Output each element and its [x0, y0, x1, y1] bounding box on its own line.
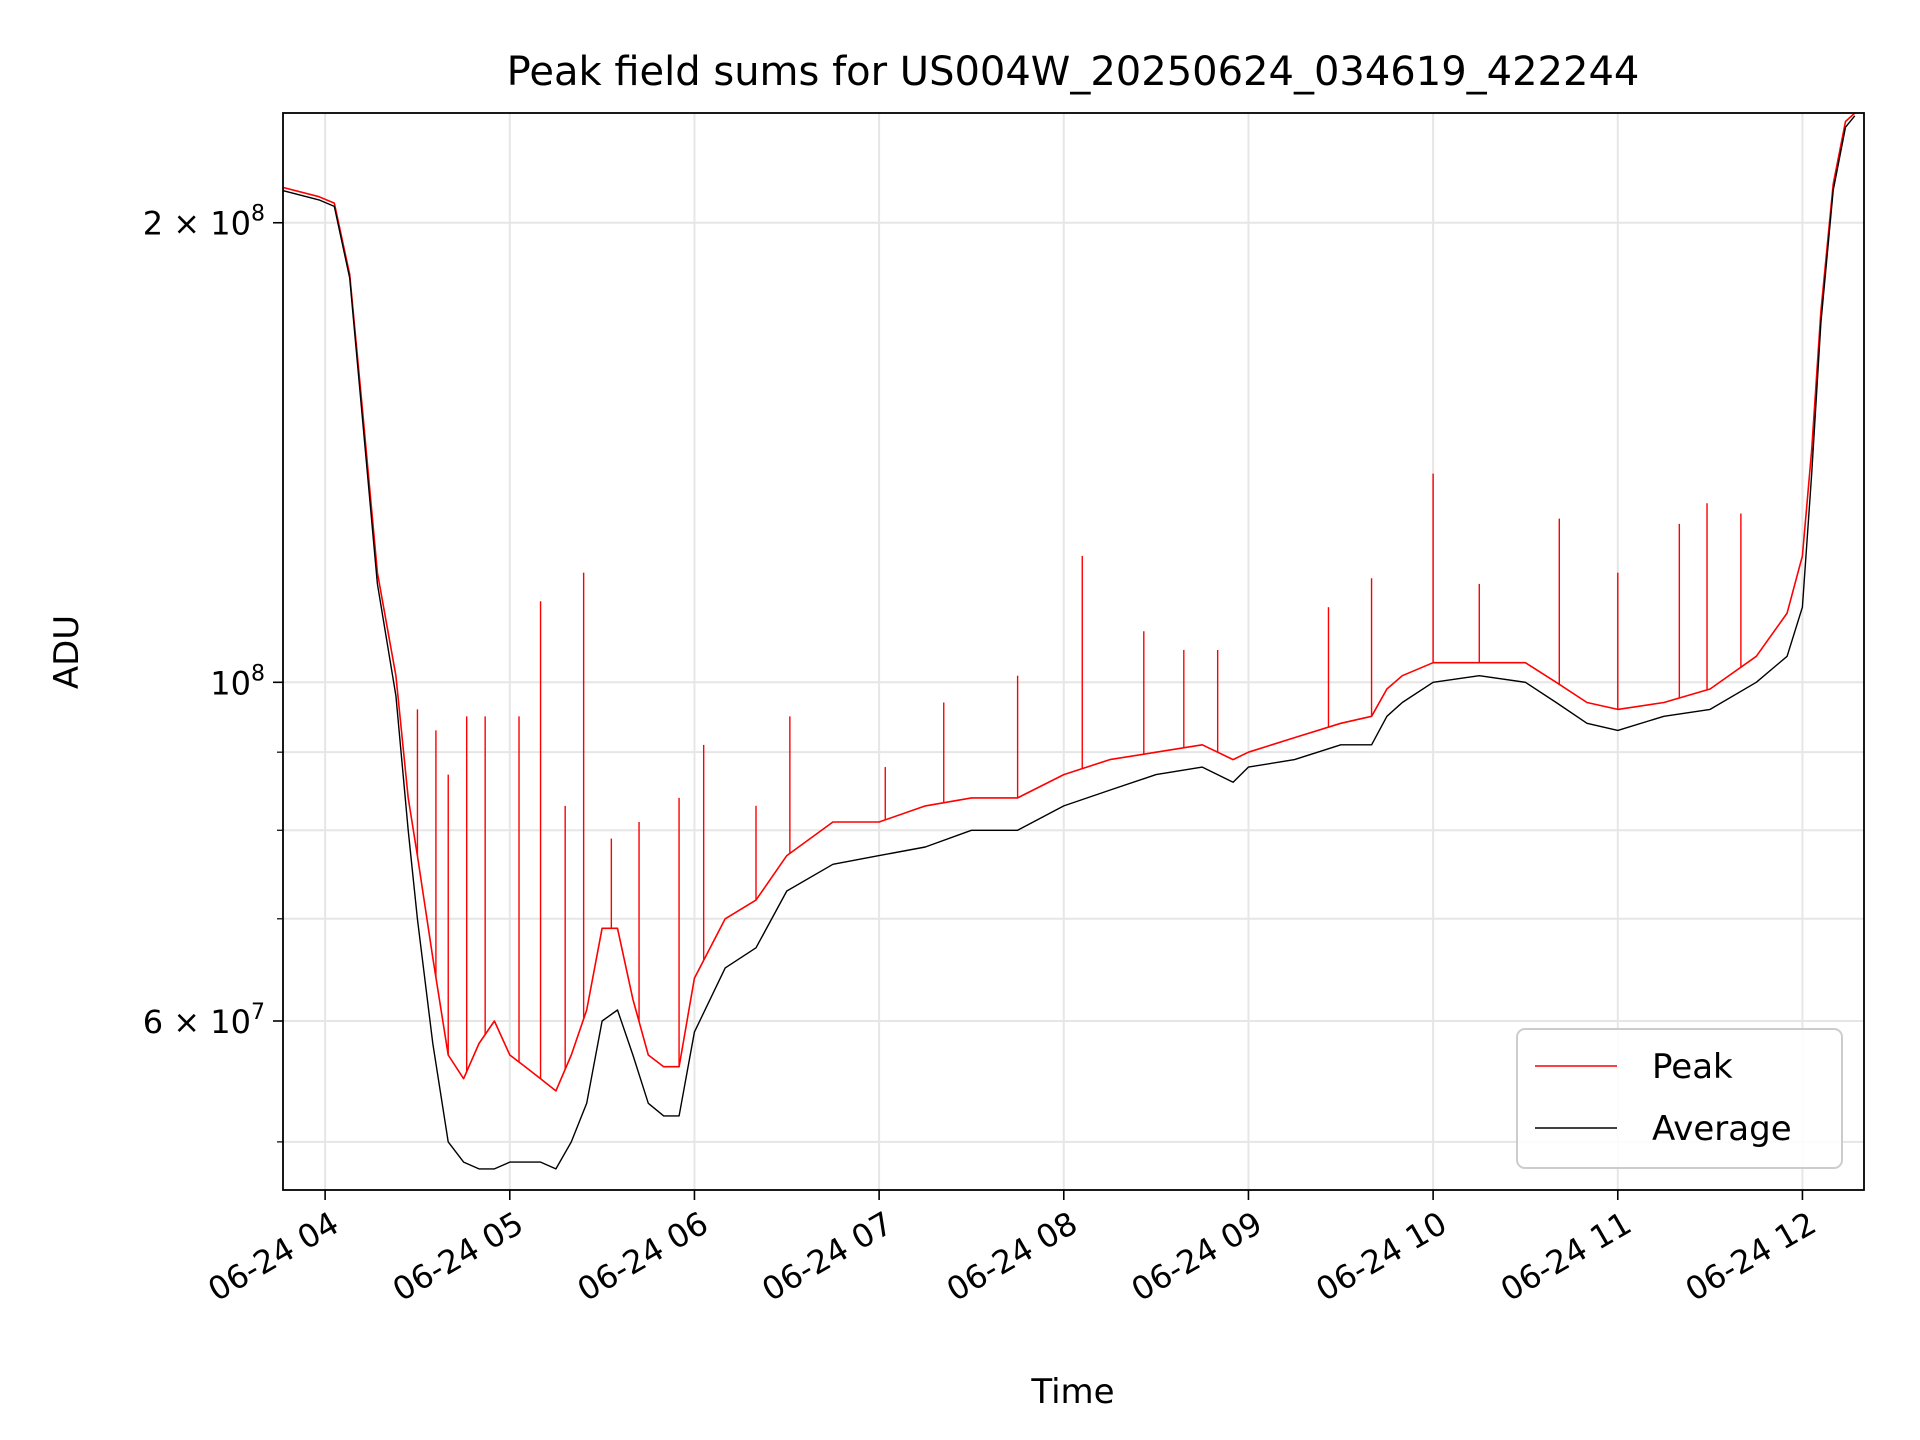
- chart-title: Peak field sums for US004W_20250624_0346…: [507, 49, 1640, 95]
- series-layer: [283, 113, 1856, 1170]
- legend-box: [1516, 1028, 1843, 1169]
- y-tick-label: 108: [210, 661, 265, 702]
- plot-frame: [282, 112, 1865, 1191]
- x-axis-label: Time: [1030, 1372, 1114, 1412]
- legend-label-peak: Peak: [1652, 1047, 1733, 1087]
- y-tick-label: 2 × 108: [143, 202, 265, 243]
- legend: Peak Average: [1516, 1028, 1843, 1169]
- series-line-peak: [283, 113, 1856, 1092]
- legend-label-average: Average: [1652, 1109, 1792, 1149]
- y-axis: 6 × 107 108 2 × 108: [143, 202, 283, 1143]
- series-line-average: [283, 115, 1856, 1170]
- y-axis-label: ADU: [47, 615, 87, 689]
- y-tick-label: 6 × 107: [143, 1000, 265, 1041]
